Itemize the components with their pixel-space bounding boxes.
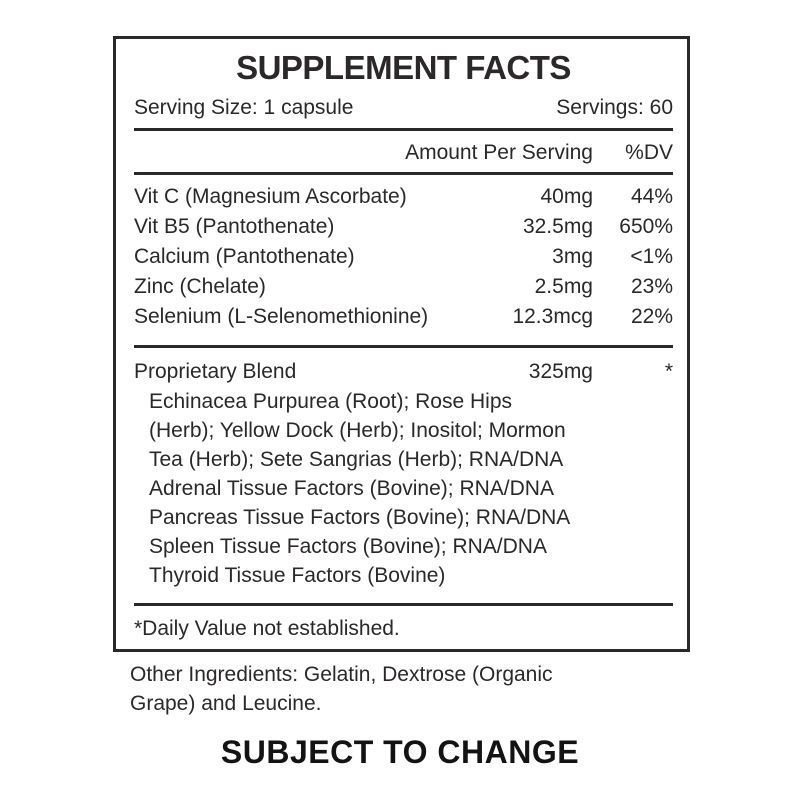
serving-size-text: Serving Size: 1 capsule [134, 96, 354, 119]
divider [134, 345, 673, 348]
amount-column-header: Amount Per Serving [405, 141, 593, 164]
table-row: Calcium (Pantothenate) 3mg <1% [134, 242, 673, 272]
blend-ingredients-line: (Herb); Yellow Dock (Herb); Inositol; Mo… [149, 419, 566, 442]
supplement-facts-panel: SUPPLEMENT FACTS Serving Size: 1 capsule… [113, 36, 690, 652]
servings-count-text: Servings: 60 [556, 96, 673, 119]
blend-ingredients-line: Echinacea Purpurea (Root); Rose Hips [149, 390, 513, 413]
table-row-proprietary-blend: Proprietary Blend 325mg * [134, 357, 673, 387]
nutrient-amount: 3mg [552, 245, 593, 268]
nutrient-amount: 40mg [540, 185, 593, 208]
nutrient-dv: 22% [630, 305, 673, 328]
other-ingredients: Other Ingredients: Gelatin, Dextrose (Or… [130, 660, 690, 718]
serving-row: Serving Size: 1 capsule Servings: 60 [134, 95, 673, 121]
nutrient-dv: 44% [630, 185, 673, 208]
subject-to-change-text: SUBJECT TO CHANGE [220, 734, 580, 770]
table-row: Vit C (Magnesium Ascorbate) 40mg 44% [134, 182, 673, 212]
table-row: Vit B5 (Pantothenate) 32.5mg 650% [134, 212, 673, 242]
nutrient-dv: <1% [630, 245, 673, 268]
nutrient-name: Selenium (L-Selenomethionine) [134, 305, 429, 328]
nutrient-dv: 650% [619, 215, 673, 238]
dv-column-header: %DV [625, 141, 673, 164]
blend-name: Proprietary Blend [134, 360, 297, 383]
nutrient-name: Vit C (Magnesium Ascorbate) [134, 185, 407, 208]
nutrient-amount: 12.3mcg [512, 305, 593, 328]
blend-ingredients-line: Adrenal Tissue Factors (Bovine); RNA/DNA [149, 477, 554, 500]
nutrient-name: Vit B5 (Pantothenate) [134, 215, 335, 238]
blend-ingredients-line: Pancreas Tissue Factors (Bovine); RNA/DN… [149, 506, 571, 529]
blend-amount: 325mg [528, 360, 593, 383]
blend-dv-asterisk: * [664, 360, 673, 383]
divider [134, 603, 673, 606]
divider [134, 172, 673, 175]
blend-ingredients-list: Echinacea Purpurea (Root); Rose Hips (He… [134, 387, 673, 590]
divider [134, 128, 673, 131]
table-row: Selenium (L-Selenomethionine) 12.3mcg 22… [134, 302, 673, 332]
other-ingredients-line: Grape) and Leucine. [130, 692, 322, 715]
nutrient-dv: 23% [630, 275, 673, 298]
blend-ingredients-line: Thyroid Tissue Factors (Bovine) [149, 564, 446, 587]
nutrient-amount: 2.5mg [534, 275, 593, 298]
daily-value-footnote: *Daily Value not established. [134, 617, 400, 640]
nutrient-table: Vit C (Magnesium Ascorbate) 40mg 44% Vit… [134, 182, 673, 332]
blend-ingredients-line: Tea (Herb); Sete Sangrias (Herb); RNA/DN… [149, 448, 564, 471]
panel-title: SUPPLEMENT FACTS [236, 49, 571, 86]
blend-ingredients-line: Spleen Tissue Factors (Bovine); RNA/DNA [149, 535, 547, 558]
nutrient-name: Zinc (Chelate) [134, 275, 266, 298]
table-header-row: Amount Per Serving %DV [134, 140, 673, 166]
nutrient-name: Calcium (Pantothenate) [134, 245, 355, 268]
nutrient-amount: 32.5mg [522, 215, 593, 238]
table-row: Zinc (Chelate) 2.5mg 23% [134, 272, 673, 302]
other-ingredients-line: Other Ingredients: Gelatin, Dextrose (Or… [130, 663, 553, 686]
